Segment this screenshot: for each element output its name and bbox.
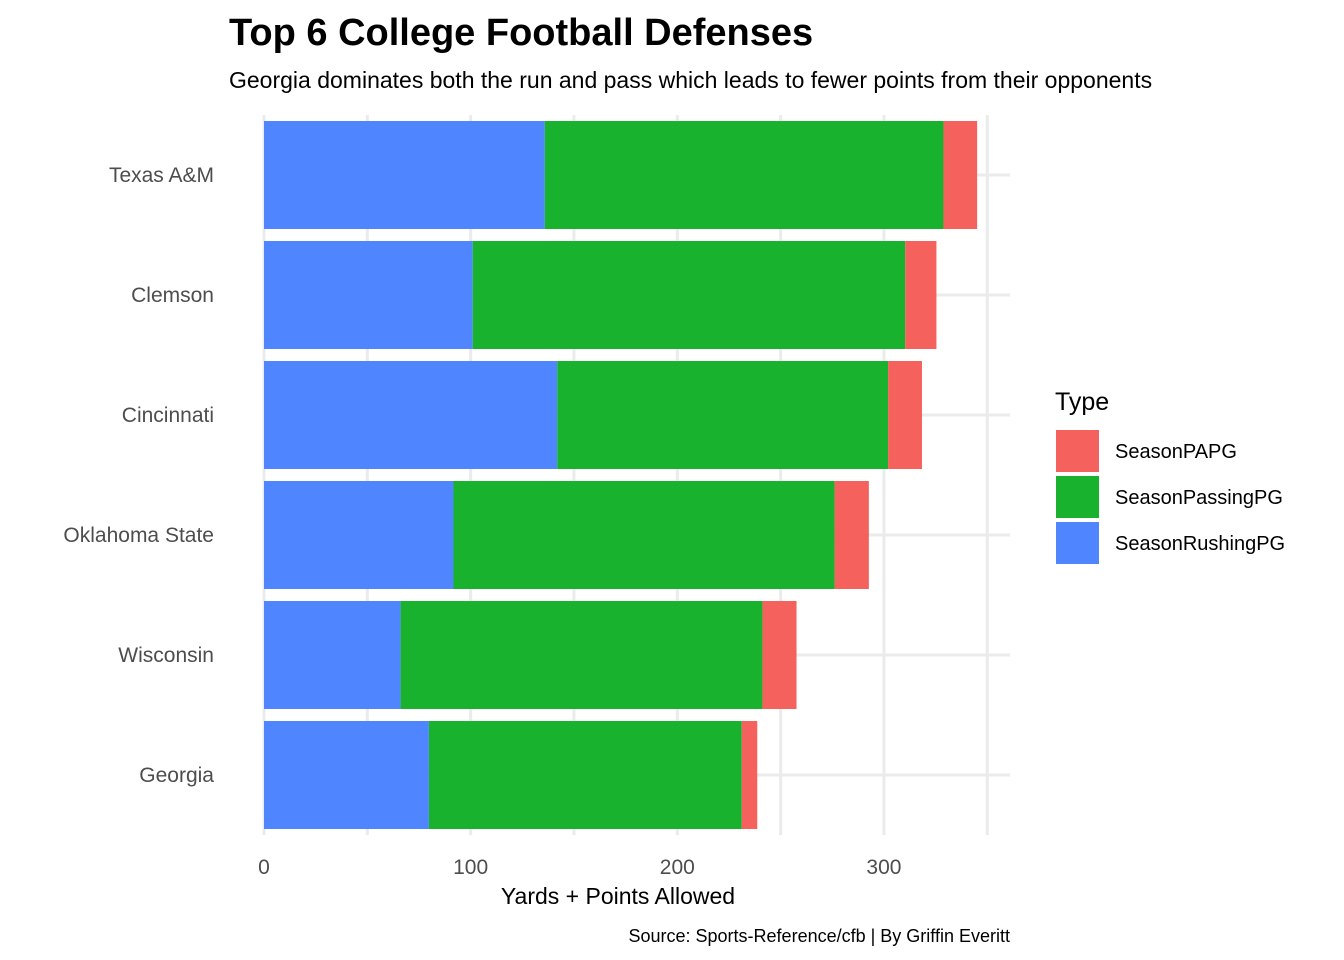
x-tick-label: 100 <box>453 856 488 879</box>
bar-segment-SeasonPassingPG <box>453 481 835 589</box>
chart-title: Top 6 College Football Defenses <box>229 12 813 54</box>
bar-segment-SeasonPassingPG <box>428 721 742 829</box>
bar-segment-SeasonPAPG <box>762 601 797 709</box>
legend-label: SeasonPAPG <box>1115 441 1237 463</box>
legend-swatch <box>1056 430 1099 472</box>
y-tick-label: Wisconsin <box>118 644 214 667</box>
bar-segment-SeasonPAPG <box>888 361 922 469</box>
bar-segment-SeasonRushingPG <box>264 121 545 229</box>
bar-segment-SeasonPAPG <box>834 481 869 589</box>
x-tick-label: 200 <box>660 856 695 879</box>
x-axis-tick-labels: 0 100 200 300 <box>258 856 901 879</box>
legend-label: SeasonRushingPG <box>1115 533 1285 555</box>
bar-segment-SeasonPAPG <box>905 241 937 349</box>
bars <box>264 121 978 829</box>
bar-segment-SeasonRushingPG <box>264 721 429 829</box>
bar-segment-SeasonPassingPG <box>400 601 763 709</box>
x-tick-label: 300 <box>866 856 901 879</box>
legend-title: Type <box>1055 388 1109 416</box>
bar-segment-SeasonPassingPG <box>557 361 889 469</box>
bar-segment-SeasonRushingPG <box>264 481 454 589</box>
y-axis-tick-labels: Texas A&M Clemson Cincinnati Oklahoma State… <box>63 164 214 787</box>
legend-swatch <box>1056 522 1099 564</box>
bar-segment-SeasonRushingPG <box>264 241 473 349</box>
bar-segment-SeasonPassingPG <box>544 121 944 229</box>
y-tick-label: Texas A&M <box>109 164 214 187</box>
legend-label: SeasonPassingPG <box>1115 487 1283 509</box>
y-tick-label: Cincinnati <box>122 404 214 427</box>
legend-swatch <box>1056 476 1099 518</box>
bar-segment-SeasonPAPG <box>741 721 758 829</box>
bar-segment-SeasonRushingPG <box>264 601 401 709</box>
chart-subtitle: Georgia dominates both the run and pass … <box>229 67 1152 93</box>
y-tick-label: Georgia <box>139 764 214 787</box>
bar-segment-SeasonPAPG <box>943 121 978 229</box>
bar-segment-SeasonPassingPG <box>472 241 906 349</box>
legend: Type SeasonPAPG SeasonPassingPG SeasonRush… <box>1055 388 1285 564</box>
chart-caption: Source: Sports-Reference/cfb | By Griffi… <box>629 926 1011 946</box>
x-axis-title: Yards + Points Allowed <box>501 883 735 909</box>
y-tick-label: Oklahoma State <box>63 524 214 547</box>
x-tick-label: 0 <box>258 856 270 879</box>
bar-segment-SeasonRushingPG <box>264 361 558 469</box>
y-tick-label: Clemson <box>131 284 214 307</box>
